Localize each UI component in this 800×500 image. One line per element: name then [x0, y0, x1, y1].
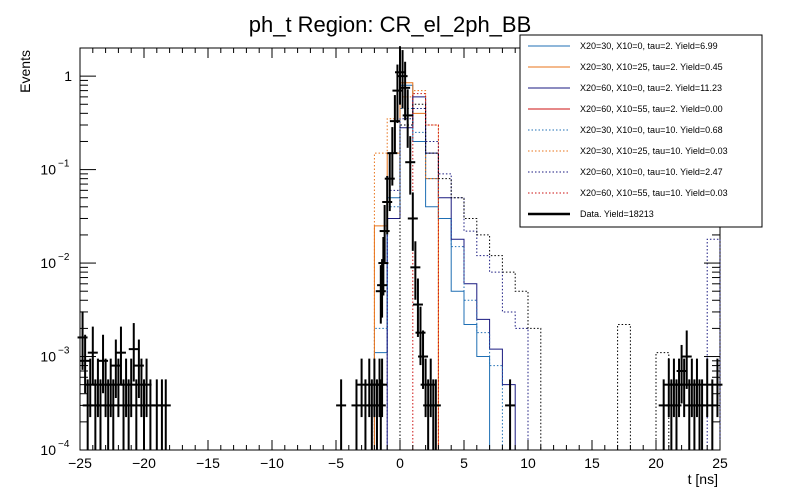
x-tick-label: 20: [648, 455, 664, 471]
legend-label: X20=60, X10=55, tau=10. Yield=0.03: [580, 188, 728, 198]
legend-label: Data. Yield=18213: [580, 209, 654, 219]
data-point: [418, 330, 429, 389]
y-tick-label: 10: [40, 349, 56, 365]
data-point: [378, 237, 389, 296]
data-point: [712, 358, 723, 418]
legend-label: X20=60, X10=0, tau=2. Yield=11.23: [580, 83, 722, 93]
data-point: [412, 278, 423, 337]
data-point: [377, 358, 388, 418]
data-point: [126, 358, 137, 418]
legend: X20=30, X10=0, tau=2. Yield=6.99 X20=30, …: [519, 34, 763, 228]
x-tick-label: 15: [584, 455, 600, 471]
chart-title: ph_t Region: CR_el_2ph_BB: [249, 12, 532, 37]
x-tick-label: −10: [260, 455, 284, 471]
x-tick-label: −25: [68, 455, 92, 471]
legend-label: X20=60, X10=0, tau=10. Yield=2.47: [580, 167, 723, 177]
x-axis-label: t [ns]: [688, 471, 718, 487]
legend-entry: X20=60, X10=0, tau=2. Yield=11.23: [528, 83, 722, 93]
data-point: [115, 326, 126, 386]
legend-label: X20=30, X10=25, tau=2. Yield=0.45: [580, 62, 723, 72]
data-point: [375, 379, 386, 450]
x-tick-label: −5: [328, 455, 344, 471]
mc-series-5: [373, 90, 439, 450]
y-axis: 10 −410 −310 −210 −11: [40, 47, 720, 458]
legend-entry: X20=30, X10=0, tau=10. Yield=0.68: [528, 125, 723, 135]
x-tick-label: 5: [460, 455, 468, 471]
data-point: [402, 89, 413, 148]
data-point: [702, 358, 713, 418]
data-point: [658, 379, 669, 450]
data-point: [707, 379, 718, 450]
legend-label: X20=30, X10=0, tau=2. Yield=6.99: [580, 41, 718, 51]
legend-entry: X20=30, X10=25, tau=2. Yield=0.45: [528, 62, 723, 72]
y-tick-exponent: −4: [58, 439, 70, 450]
legend-entry: Data. Yield=18213: [528, 209, 654, 219]
x-tick-label: 25: [712, 455, 728, 471]
data-point: [108, 379, 119, 450]
legend-entry: X20=60, X10=0, tau=10. Yield=2.47: [528, 167, 723, 177]
data-point: [407, 192, 418, 251]
x-tick-label: −20: [132, 455, 156, 471]
data-points: [77, 46, 723, 450]
y-tick-label: 10: [40, 162, 56, 178]
x-tick-label: 0: [396, 455, 404, 471]
legend-label: X20=60, X10=55, tau=2. Yield=0.00: [580, 104, 723, 114]
data-point: [351, 379, 362, 450]
data-point: [681, 330, 692, 389]
data-point: [505, 379, 516, 450]
data-point: [410, 241, 421, 300]
legend-entry: X20=60, X10=55, tau=2. Yield=0.00: [528, 104, 723, 114]
y-tick-label: 10: [40, 442, 56, 458]
data-point: [377, 259, 388, 318]
mc-series-2: [386, 96, 516, 450]
y-tick-exponent: −3: [58, 346, 70, 357]
data-point: [336, 379, 347, 450]
data-point: [430, 379, 441, 450]
data-point: [400, 61, 411, 121]
data-point: [128, 323, 139, 382]
data-point: [87, 326, 98, 386]
legend-label: X20=30, X10=0, tau=10. Yield=0.68: [580, 125, 723, 135]
data-point: [697, 379, 708, 450]
legend-entry: X20=30, X10=0, tau=2. Yield=6.99: [528, 41, 718, 51]
y-tick-label: 1: [64, 68, 72, 84]
legend-entry: X20=60, X10=55, tau=10. Yield=0.03: [528, 188, 728, 198]
legend-label: X20=30, X10=25, tau=10. Yield=0.03: [580, 146, 728, 156]
y-axis-label: Events: [17, 50, 33, 93]
data-point: [160, 379, 171, 450]
x-tick-label: −15: [196, 455, 220, 471]
x-tick-label: 10: [520, 455, 536, 471]
data-point: [151, 379, 162, 450]
y-tick-exponent: −1: [58, 159, 70, 170]
mc-series-6: [386, 108, 721, 450]
data-point: [405, 136, 416, 195]
y-tick-label: 10: [40, 255, 56, 271]
y-tick-exponent: −2: [58, 252, 70, 263]
legend-entry: X20=30, X10=25, tau=10. Yield=0.03: [528, 146, 728, 156]
